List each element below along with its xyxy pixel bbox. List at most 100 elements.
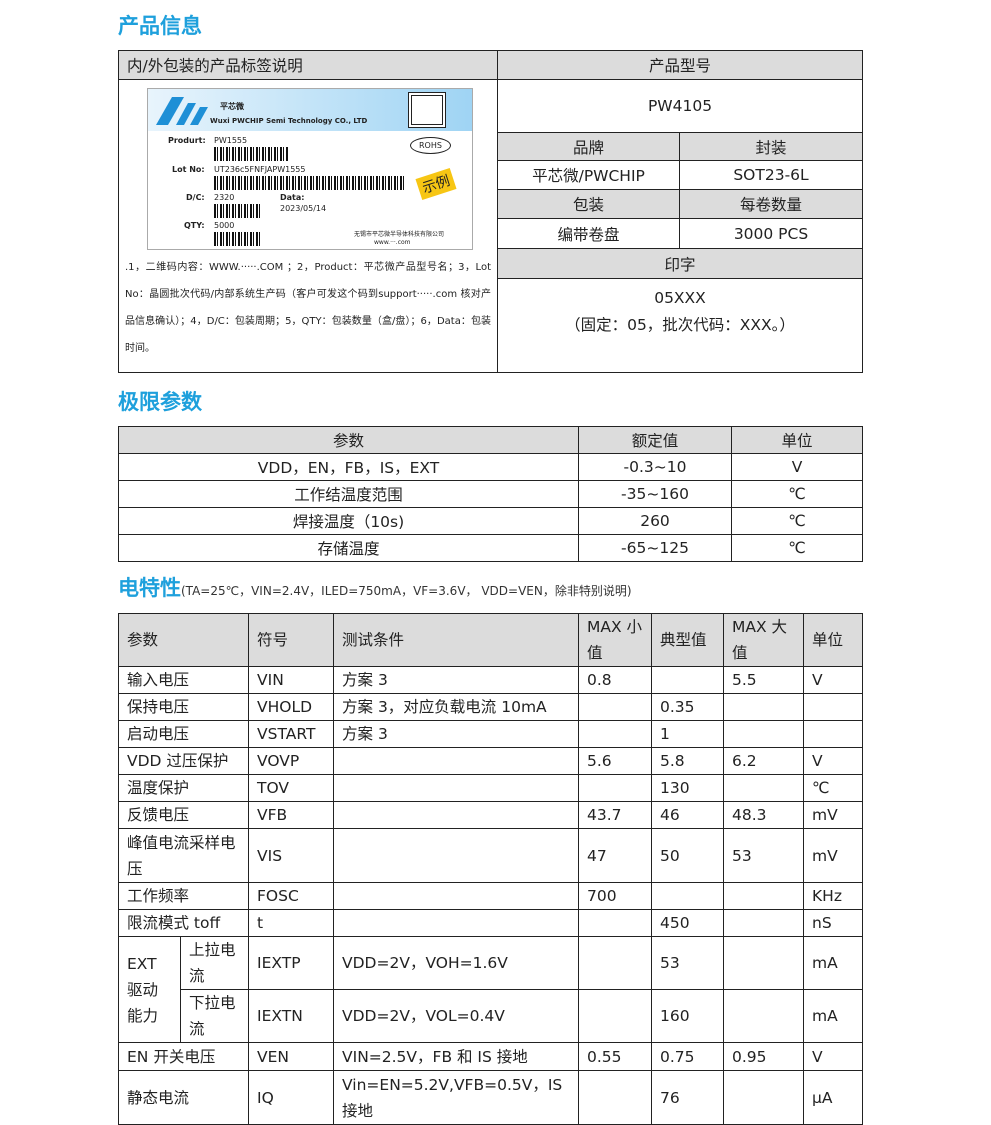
column-header: MAX 小值 xyxy=(578,613,653,667)
qr-code-icon xyxy=(408,92,446,128)
table-cell: 130 xyxy=(651,774,725,802)
table-cell: 输入电压 xyxy=(117,666,250,694)
table-cell: V xyxy=(731,453,863,481)
table-cell xyxy=(333,882,580,910)
table-cell xyxy=(651,666,725,694)
table-cell: 0.75 xyxy=(651,1042,725,1071)
table-cell: 47 xyxy=(578,828,653,883)
table-cell: KHz xyxy=(803,882,864,910)
table-cell: 存储温度 xyxy=(118,534,579,562)
table-cell: 上拉电流 xyxy=(179,936,250,990)
marking-header: 印字 xyxy=(496,248,864,279)
table-cell: 76 xyxy=(651,1070,725,1125)
pwchip-logo-icon xyxy=(156,97,208,125)
table-cell: -65~125 xyxy=(578,534,732,562)
model-header: 产品型号 xyxy=(496,50,864,80)
model-value: PW4105 xyxy=(496,79,864,133)
table-cell: IEXTN xyxy=(248,989,335,1043)
packing-header: 包装 xyxy=(497,189,680,219)
table-cell xyxy=(723,936,805,990)
table-cell xyxy=(723,693,805,721)
table-row: 参数 符号 测试条件 MAX 小值 典型值 MAX 大值 单位 xyxy=(117,613,864,667)
table-cell xyxy=(723,882,805,910)
table-cell xyxy=(723,774,805,802)
table-row: 静态电流 IQ Vin=EN=5.2V,VFB=0.5V，IS 接地 76 μA xyxy=(117,1070,864,1125)
table-cell: 53 xyxy=(723,828,805,883)
table-row: 下拉电流 IEXTN VDD=2V，VOL=0.4V 160 mA xyxy=(119,989,864,1043)
table-cell: μA xyxy=(803,1070,864,1125)
label-notes: .1，二维码内容：WWW.·····.COM ；2，Product：平芯微产品型… xyxy=(125,262,491,354)
table-cell: Vin=EN=5.2V,VFB=0.5V，IS 接地 xyxy=(333,1070,580,1125)
section-title-electrical: 电特性(TA=25℃，VIN=2.4V，ILED=750mA，VF=3.6V， … xyxy=(118,576,632,600)
table-cell xyxy=(333,909,580,937)
table-cell: V xyxy=(803,747,864,775)
table-cell: -35~160 xyxy=(578,480,732,508)
brand-header: 品牌 xyxy=(497,132,680,161)
table-cell: 峰值电流采样电压 xyxy=(117,828,250,883)
table-cell: 5.5 xyxy=(723,666,805,694)
table-cell xyxy=(723,720,805,748)
table-cell: ℃ xyxy=(731,507,863,535)
table-row: 输入电压 VIN 方案 3 0.8 5.5 V xyxy=(117,666,864,694)
table-cell xyxy=(578,909,653,937)
table-cell: 方案 3，对应负载电流 10mA xyxy=(333,693,580,721)
table-cell: 46 xyxy=(651,801,725,829)
package-value: SOT23-6L xyxy=(678,160,864,190)
table-cell: V xyxy=(803,1042,864,1071)
table-row: EN 开关电压 VEN VIN=2.5V，FB 和 IS 接地 0.55 0.75 0.9… xyxy=(117,1042,864,1071)
table-cell xyxy=(723,989,805,1043)
electrical-table: 参数 符号 测试条件 MAX 小值 典型值 MAX 大值 单位 输入电压 VIN 方案 3 0.8 5… xyxy=(117,613,864,1125)
table-cell xyxy=(333,747,580,775)
table-row: 启动电压 VSTART 方案 3 1 xyxy=(117,720,864,748)
table-cell xyxy=(578,720,653,748)
table-cell: 0.55 xyxy=(578,1042,653,1071)
qty-value: 3000 PCS xyxy=(678,218,864,249)
marking-cell: 05XXX （固定：05，批次代码：XXX。） xyxy=(496,278,864,373)
packing-value: 编带卷盘 xyxy=(497,218,680,249)
table-cell: ℃ xyxy=(731,480,863,508)
column-header: 符号 xyxy=(248,613,335,667)
ext-group-cell: EXT 驱动能力 xyxy=(118,936,181,1043)
table-row: VDD，EN，FB，IS，EXT -0.3~10 V xyxy=(118,453,863,481)
table-cell: mV xyxy=(803,828,864,883)
table-cell: 5.6 xyxy=(578,747,653,775)
table-cell: EN 开关电压 xyxy=(117,1042,250,1071)
table-cell: 450 xyxy=(651,909,725,937)
table-cell: VIN xyxy=(248,666,335,694)
table-cell: 下拉电流 xyxy=(179,989,250,1043)
table-cell xyxy=(578,693,653,721)
table-cell: t xyxy=(248,909,335,937)
column-header: 单位 xyxy=(803,613,864,667)
table-cell: VOVP xyxy=(248,747,335,775)
table-cell: 0.8 xyxy=(578,666,653,694)
table-row: EXT 驱动能力 上拉电流 IEXTP VDD=2V，VOH=1.6V 53 mA xyxy=(118,936,864,1043)
product-info-table: 内/外包装的产品标签说明 产品型号 平芯微 Wuxi PWCHIP Semi Te… xyxy=(118,50,864,373)
table-cell: 限流模式 toff xyxy=(117,909,250,937)
table-cell: -0.3~10 xyxy=(578,453,732,481)
table-cell: 焊接温度（10s) xyxy=(118,507,579,535)
table-cell: 48.3 xyxy=(723,801,805,829)
table-cell: 1 xyxy=(651,720,725,748)
label-header: 内/外包装的产品标签说明 xyxy=(118,50,498,80)
table-cell: VHOLD xyxy=(248,693,335,721)
column-header: 额定值 xyxy=(578,426,732,454)
table-cell: 方案 3 xyxy=(333,720,580,748)
table-cell: 温度保护 xyxy=(117,774,250,802)
table-cell: 工作频率 xyxy=(117,882,250,910)
table-cell: VSTART xyxy=(248,720,335,748)
table-cell: 静态电流 xyxy=(117,1070,250,1125)
table-cell: VIS xyxy=(248,828,335,883)
table-cell: VIN=2.5V，FB 和 IS 接地 xyxy=(333,1042,580,1071)
table-cell: 700 xyxy=(578,882,653,910)
table-cell: VDD=2V，VOL=0.4V xyxy=(333,989,580,1043)
table-cell xyxy=(333,774,580,802)
section-title-limits: 极限参数 xyxy=(118,390,202,414)
table-cell: 260 xyxy=(578,507,732,535)
table-cell: VEN xyxy=(248,1042,335,1071)
table-cell: mA xyxy=(803,989,864,1043)
table-cell: VDD=2V，VOH=1.6V xyxy=(333,936,580,990)
table-cell xyxy=(651,882,725,910)
table-cell xyxy=(723,1070,805,1125)
column-header: 参数 xyxy=(117,613,250,667)
table-cell: 启动电压 xyxy=(117,720,250,748)
